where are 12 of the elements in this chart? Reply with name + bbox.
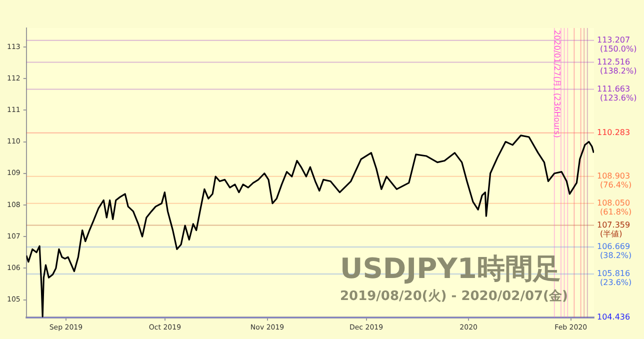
ref-line-label: 110.283 (597, 128, 630, 137)
ref-line-label: 108.050 (61.8%) (597, 198, 632, 216)
ref-line-label: 106.669 (38.2%) (597, 242, 632, 260)
ref-line-label: 105.816 (23.6%) (597, 269, 632, 288)
ref-line-label: 104.436 (597, 312, 630, 322)
ref-line-label: 111.663 (123.6%) (597, 84, 637, 102)
ref-line-label: 113.207 (150.0%) (597, 36, 637, 54)
ref-line-label: 107.359 (半値) (597, 220, 630, 238)
ref-line-label: 108.903 (76.4%) (597, 172, 632, 190)
ref-line-label: 112.516 (138.2%) (597, 57, 637, 76)
ref-line-label: 2020/01/27(月) (236Hours) (552, 30, 562, 138)
text: 2019/08/20(火) - 2020/02/07(金) (340, 289, 568, 304)
